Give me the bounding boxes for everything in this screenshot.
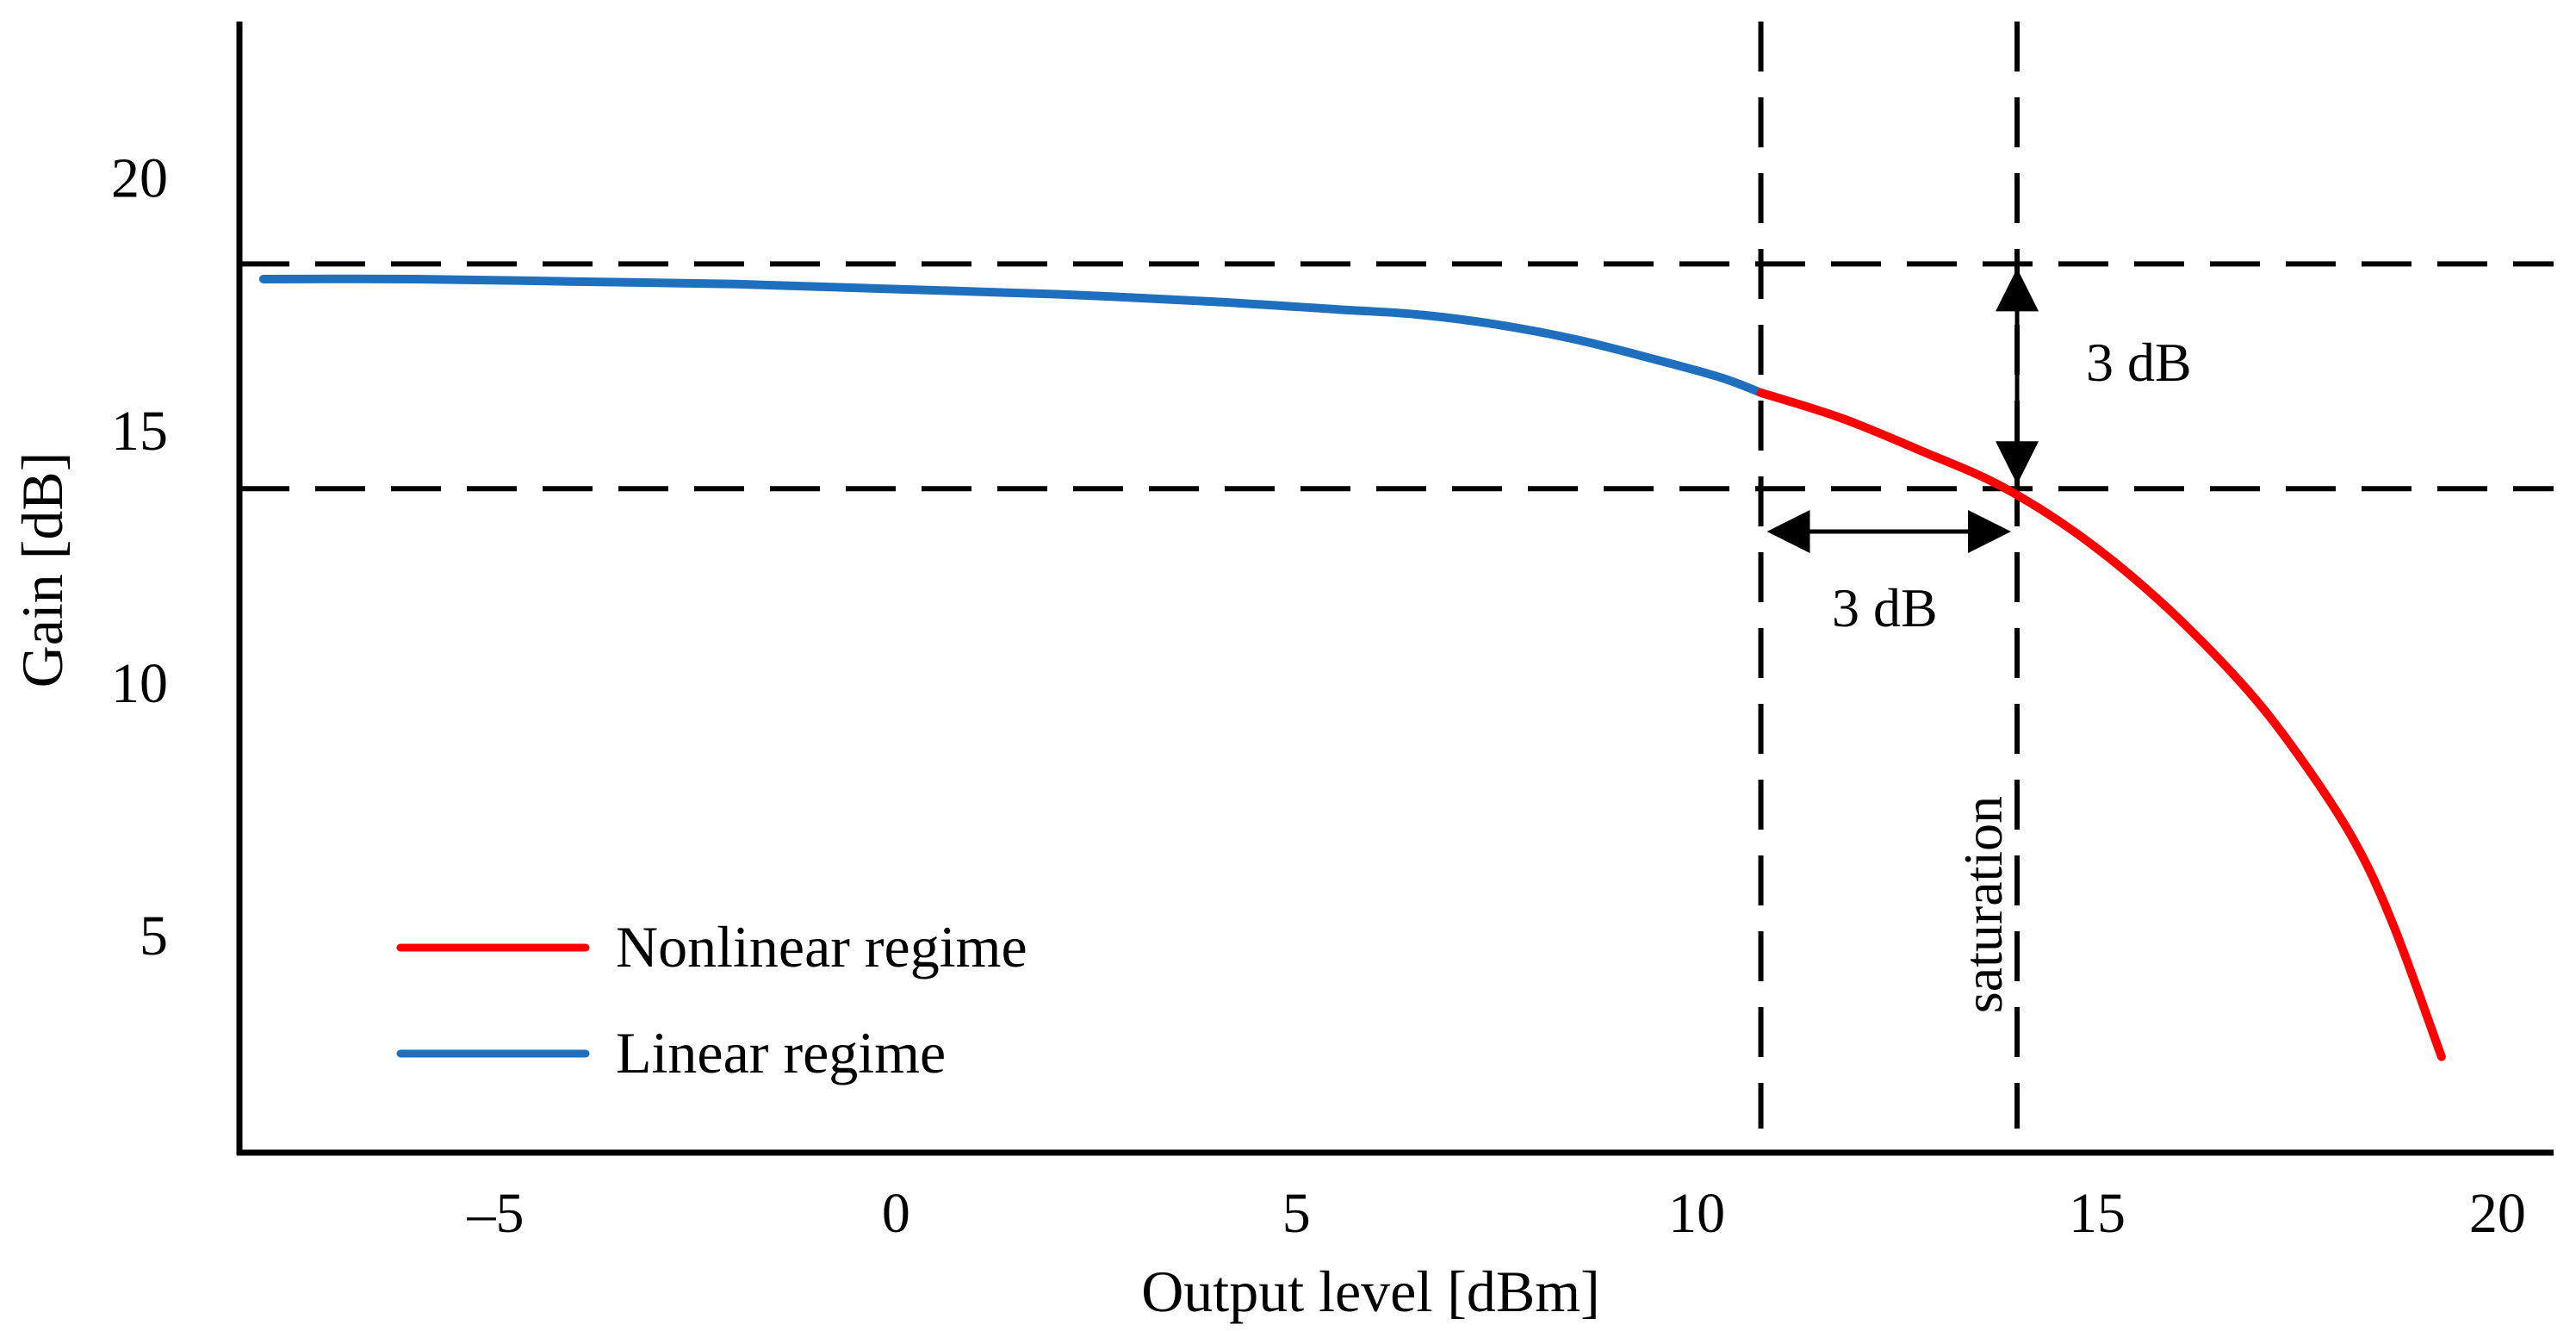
legend-label-linear: Linear regime [616, 1020, 946, 1085]
series-line-nonlinear-regime [1756, 388, 2446, 1061]
vertical-3db-label: 3 dB [2086, 332, 2192, 393]
y-tick-label: 10 [111, 652, 168, 715]
x-tick-label: 20 [2469, 1182, 2526, 1245]
x-tick-label: 10 [1668, 1182, 1725, 1245]
x-axis-label: Output level [dBm] [1141, 1259, 1600, 1324]
horizontal-3db-label: 3 dB [1832, 577, 1938, 638]
x-tick-labels: –5 0 5 10 15 20 [467, 1182, 2526, 1245]
y-tick-label: 20 [111, 147, 168, 210]
x-tick-label: 0 [882, 1182, 910, 1245]
y-tick-label: 15 [111, 400, 168, 463]
reference-lines [239, 22, 2554, 1129]
y-tick-labels: 5 10 15 20 [111, 147, 168, 967]
x-tick-label: –5 [467, 1182, 525, 1245]
series-line-linear-regime [258, 274, 1766, 397]
y-axis-label: Gain [dB] [9, 452, 75, 688]
x-tick-label: 5 [1282, 1182, 1311, 1245]
legend-label-nonlinear: Nonlinear regime [616, 914, 1027, 980]
x-tick-label: 15 [2069, 1182, 2126, 1245]
y-tick-label: 5 [140, 905, 168, 967]
legend: Nonlinear regime Linear regime [396, 914, 1027, 1085]
series-layer [258, 274, 2446, 1061]
saturation-label: saturation [1952, 796, 2014, 1013]
